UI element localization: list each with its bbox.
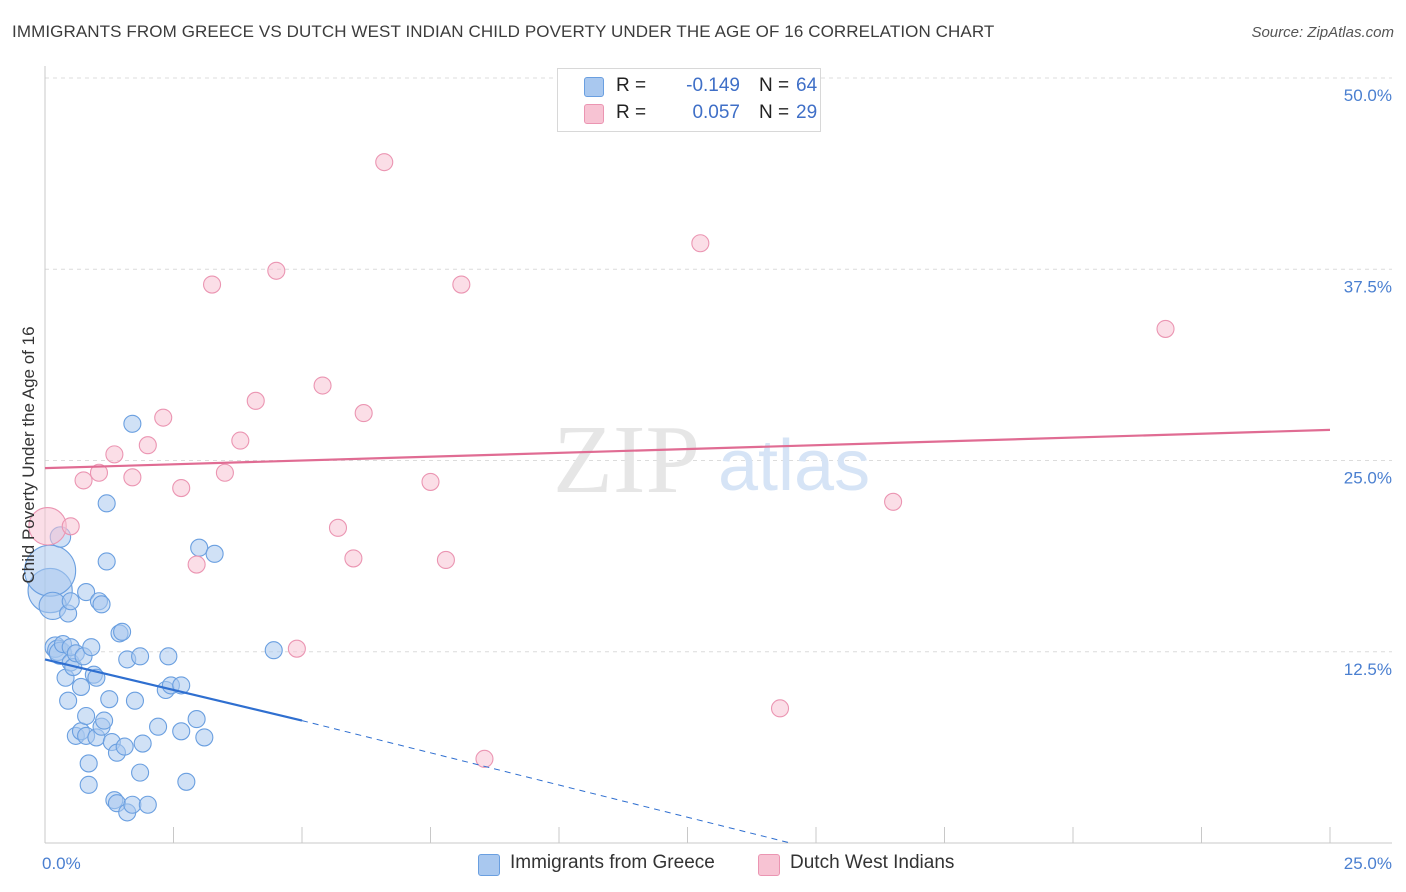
dutch-west-indian-point bbox=[246, 391, 265, 410]
greece-point bbox=[61, 592, 80, 611]
greece-point bbox=[172, 676, 191, 695]
greece-point bbox=[159, 647, 178, 666]
dutch-west-indian-point bbox=[187, 555, 206, 574]
greece-point bbox=[97, 552, 116, 571]
greece-point bbox=[133, 734, 152, 753]
greece-point bbox=[205, 544, 224, 563]
dutch-west-indian-point bbox=[267, 261, 286, 280]
y-tick-label: 12.5% bbox=[1344, 660, 1392, 679]
legend-swatch-pink bbox=[758, 854, 780, 876]
correlation-legend: R = -0.149 N = 64 R = 0.057 N = 29 bbox=[557, 68, 821, 132]
watermark-zip: ZIP bbox=[553, 406, 700, 514]
greece-trend-line bbox=[44, 658, 303, 722]
dutch-west-indian-point bbox=[452, 275, 471, 294]
dutch-west-indian-point bbox=[105, 445, 124, 464]
label-layer: 12.5% 25.0% 37.5% 50.0% 0.0% 25.0% Child Pover… bbox=[19, 86, 1392, 873]
legend-swatch-pink bbox=[584, 104, 604, 124]
dutch-west-indian-point bbox=[884, 492, 903, 511]
greece-point bbox=[195, 728, 214, 747]
dutch-west-indian-point bbox=[354, 404, 373, 423]
dutch-west-indian-point bbox=[231, 431, 250, 450]
greece-point bbox=[172, 722, 191, 741]
greece-point bbox=[77, 706, 96, 726]
greece-point bbox=[190, 538, 209, 557]
greece-point bbox=[187, 710, 206, 729]
dutch-west-indian-point bbox=[375, 153, 394, 172]
greece-point bbox=[113, 622, 132, 641]
dutch-west-indian-point bbox=[313, 376, 332, 395]
greece-point bbox=[125, 691, 144, 710]
dutch-west-indian-point bbox=[74, 471, 93, 490]
dutch-west-indian-point bbox=[421, 472, 440, 491]
x-tick-label: 25.0% bbox=[1344, 854, 1392, 873]
greece-point bbox=[123, 795, 142, 814]
legend-label-greece: Immigrants from Greece bbox=[510, 852, 715, 873]
legend-n-label: N = bbox=[759, 75, 790, 96]
dutch-west-indian-point bbox=[172, 478, 191, 498]
dutch-west-indian-point bbox=[475, 749, 494, 768]
dutch-west-indian-point bbox=[138, 436, 157, 455]
greece-point bbox=[123, 414, 142, 433]
greece-point bbox=[71, 677, 91, 696]
y-tick-label: 25.0% bbox=[1344, 469, 1392, 488]
greece-point bbox=[92, 595, 111, 614]
dutch-west-indian-point bbox=[154, 408, 173, 427]
greece-point bbox=[95, 711, 114, 730]
legend-label-dutch-west-indians: Dutch West Indians bbox=[790, 852, 955, 873]
watermark: ZIP atlas bbox=[553, 406, 870, 514]
dutch-west-indian-point bbox=[123, 468, 142, 487]
legend-swatch-blue bbox=[478, 854, 500, 876]
x-tick-label: 0.0% bbox=[42, 854, 81, 873]
y-tick-label: 50.0% bbox=[1344, 86, 1392, 105]
dutch-west-indian-point bbox=[215, 463, 234, 482]
grid-layer bbox=[45, 77, 1392, 653]
dutch-west-indian-point bbox=[203, 275, 222, 294]
legend-r-value: 0.057 bbox=[692, 102, 740, 123]
greece-point bbox=[79, 754, 98, 773]
dutch-west-indian-point bbox=[61, 517, 80, 536]
legend-n-value: 29 bbox=[796, 102, 818, 123]
legend-r-label: R = bbox=[616, 75, 647, 96]
legend-n-value: 64 bbox=[796, 75, 818, 96]
dutch-west-indian-point bbox=[436, 550, 455, 570]
dutch-west-indian-point bbox=[770, 699, 790, 718]
legend-n-label: N = bbox=[759, 102, 790, 123]
greece-point bbox=[77, 583, 96, 602]
y-axis-label: Child Poverty Under the Age of 16 bbox=[19, 326, 38, 583]
greece-point bbox=[264, 641, 283, 660]
y-tick-label: 37.5% bbox=[1344, 277, 1392, 296]
dutch-west-indian-point bbox=[287, 639, 306, 658]
points-layer bbox=[24, 153, 1175, 822]
legend-r-label: R = bbox=[616, 102, 647, 123]
greece-point bbox=[79, 775, 98, 794]
greece-point bbox=[131, 647, 150, 666]
source-credit: Source: ZipAtlas.com bbox=[1251, 24, 1394, 41]
dutch-west-indian-point bbox=[344, 549, 363, 568]
dutch-west-indian-point bbox=[1156, 319, 1175, 338]
legend-swatch-blue bbox=[584, 77, 604, 97]
dutch-west-indian-point bbox=[89, 463, 109, 482]
greece-point bbox=[177, 772, 196, 791]
trend-layer bbox=[44, 428, 1331, 844]
chart-title: IMMIGRANTS FROM GREECE VS DUTCH WEST IND… bbox=[12, 22, 995, 41]
greece-point bbox=[97, 494, 116, 513]
axis-layer bbox=[44, 66, 1392, 844]
greece-trend-extension bbox=[301, 720, 791, 844]
greece-point bbox=[138, 795, 157, 814]
greece-point bbox=[115, 737, 134, 756]
greece-point bbox=[100, 690, 119, 709]
greece-point bbox=[59, 691, 78, 710]
dutch-west-indian-trend-line bbox=[44, 428, 1331, 470]
greece-point bbox=[149, 717, 168, 736]
watermark-atlas: atlas bbox=[718, 426, 870, 506]
dutch-west-indian-point bbox=[328, 518, 348, 537]
dutch-west-indian-point bbox=[691, 234, 710, 253]
greece-point bbox=[131, 763, 150, 782]
legend-r-value: -0.149 bbox=[686, 75, 740, 96]
greece-point bbox=[82, 638, 101, 657]
